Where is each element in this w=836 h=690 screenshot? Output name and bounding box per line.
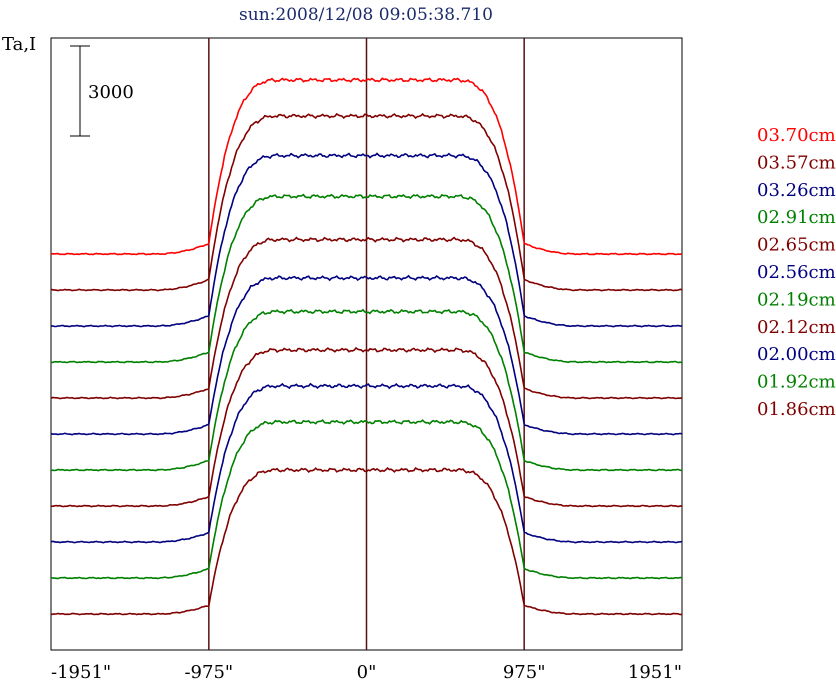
series-line-01.86cm: [50, 467, 683, 616]
series-line-02.00cm: [50, 382, 683, 544]
series-line-02.12cm: [50, 346, 683, 508]
legend-entry: 02.91cm: [757, 207, 836, 228]
x-tick-label: 975": [503, 662, 546, 683]
legend-entry: 01.86cm: [757, 399, 836, 420]
series-line-01.92cm: [50, 419, 683, 580]
x-tick-labels: -1951" -975" 0" 975" 1951": [51, 662, 682, 683]
series-group: [50, 77, 683, 616]
x-tick-label: 0": [357, 662, 377, 683]
series-line-02.91cm: [50, 193, 683, 364]
scale-bar-label: 3000: [88, 82, 134, 103]
legend-entry: 02.12cm: [757, 317, 836, 338]
series-line-02.56cm: [50, 274, 683, 436]
chart-title: sun:2008/12/08 09:05:38.710: [239, 5, 493, 25]
x-tick-label: -1951": [51, 662, 111, 683]
legend: 03.70cm 03.57cm 03.26cm 02.91cm 02.65cm 02.56…: [757, 125, 836, 420]
series-line-03.70cm: [50, 77, 683, 256]
legend-entry: 02.00cm: [757, 344, 836, 365]
legend-entry: 02.56cm: [757, 262, 836, 283]
x-tick-label: 1951": [628, 662, 682, 683]
legend-entry: 02.19cm: [757, 289, 836, 310]
y-axis-label: Ta,I: [2, 34, 36, 55]
legend-entry: 03.26cm: [757, 180, 836, 201]
legend-entry: 01.92cm: [757, 372, 836, 393]
legend-entry: 03.57cm: [757, 152, 836, 173]
series-line-02.65cm: [50, 236, 683, 400]
legend-entry: 02.65cm: [757, 235, 836, 256]
series-line-02.19cm: [50, 308, 683, 472]
scale-bar: 3000: [70, 45, 134, 137]
legend-entry: 03.70cm: [757, 125, 836, 146]
series-line-03.26cm: [50, 152, 683, 328]
x-tick-label: -975": [184, 662, 233, 683]
series-line-03.57cm: [50, 112, 683, 292]
reference-lines: [208, 38, 525, 650]
